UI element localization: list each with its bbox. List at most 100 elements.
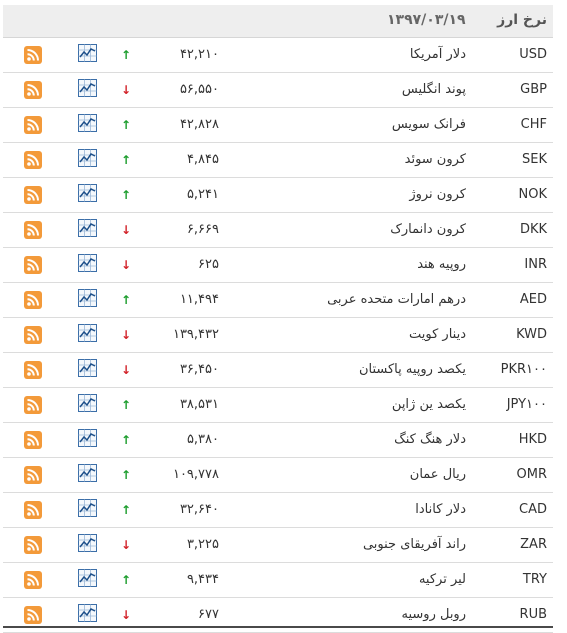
currency-price: ۳۶,۴۵۰ [179,362,219,377]
rss-icon[interactable] [24,291,42,309]
currency-price: ۳,۲۲۵ [186,537,219,552]
rates-list: USD دلار آمریکا ۴۲,۲۱۰ ↑ GBP پوند انگلیس… [3,38,553,633]
chart-icon[interactable] [78,324,97,342]
table-row: CAD دلار کانادا ۳۲,۶۴۰ ↑ [3,493,553,528]
chart-icon[interactable] [78,79,97,97]
currency-code: ZAR [520,537,547,552]
table-header: نرخ ارز ۱۳۹۷/۰۳/۱۹ [3,5,553,38]
currency-price: ۵۶,۵۵۰ [179,82,219,97]
table-row: TRY لیر ترکیه ۹,۴۳۴ ↑ [3,563,553,598]
currency-price: ۶۷۷ [198,607,219,622]
chart-icon[interactable] [78,359,97,377]
currency-code: GBP [520,82,547,97]
rss-icon[interactable] [24,151,42,169]
currency-name: فرانک سویس [391,117,466,132]
chart-icon[interactable] [78,149,97,167]
chart-icon[interactable] [78,219,97,237]
chart-icon[interactable] [78,604,97,622]
arrow-up-icon: ↑ [120,118,132,132]
table-row: GBP پوند انگلیس ۵۶,۵۵۰ ↓ [3,73,553,108]
currency-name: یکصد ین ژاپن [391,397,466,412]
table-row: PKR۱۰۰ یکصد روپیه پاکستان ۳۶,۴۵۰ ↓ [3,353,553,388]
table-title: نرخ ارز [497,12,547,28]
currency-name: دلار آمریکا [409,47,466,62]
chart-icon[interactable] [78,44,97,62]
chart-icon[interactable] [78,534,97,552]
chart-icon[interactable] [78,184,97,202]
currency-rates-table: نرخ ارز ۱۳۹۷/۰۳/۱۹ USD دلار آمریکا ۴۲,۲۱… [3,5,553,633]
currency-name: کرون نروژ [409,187,466,202]
chart-icon[interactable] [78,429,97,447]
currency-name: لیر ترکیه [418,572,466,587]
currency-price: ۹,۴۳۴ [186,572,219,587]
currency-price: ۴,۸۴۵ [186,152,219,167]
currency-name: دلار کانادا [415,502,466,517]
rss-icon[interactable] [24,431,42,449]
table-row: OMR ریال عمان ۱۰۹,۷۷۸ ↑ [3,458,553,493]
rss-icon[interactable] [24,466,42,484]
currency-price: ۱۱,۴۹۴ [179,292,219,307]
currency-price: ۱۰۹,۷۷۸ [172,467,219,482]
arrow-up-icon: ↑ [120,48,132,62]
chart-icon[interactable] [78,394,97,412]
arrow-down-icon: ↓ [120,258,132,272]
currency-name: روبل روسیه [401,607,467,622]
rss-icon[interactable] [24,571,42,589]
rss-icon[interactable] [24,361,42,379]
rss-icon[interactable] [24,116,42,134]
arrow-up-icon: ↑ [120,433,132,447]
table-row: DKK کرون دانمارک ۶,۶۶۹ ↓ [3,213,553,248]
chart-icon[interactable] [78,254,97,272]
arrow-up-icon: ↑ [120,503,132,517]
arrow-down-icon: ↓ [120,363,132,377]
currency-code: KWD [516,327,547,342]
arrow-down-icon: ↓ [120,83,132,97]
table-row: SEK کرون سوئد ۴,۸۴۵ ↑ [3,143,553,178]
chart-icon[interactable] [78,289,97,307]
rss-icon[interactable] [24,606,42,624]
arrow-up-icon: ↑ [120,468,132,482]
currency-name: یکصد روپیه پاکستان [358,362,466,377]
chart-icon[interactable] [78,114,97,132]
rss-icon[interactable] [24,81,42,99]
currency-name: دلار هنگ کنگ [394,432,466,447]
chart-icon[interactable] [78,499,97,517]
currency-code: INR [524,257,547,272]
currency-name: پوند انگلیس [401,82,466,97]
rss-icon[interactable] [24,186,42,204]
currency-code: AED [519,292,547,307]
currency-code: JPY۱۰۰ [506,397,547,412]
chart-icon[interactable] [78,569,97,587]
currency-price: ۳۸,۵۳۱ [179,397,219,412]
arrow-up-icon: ↑ [120,188,132,202]
rss-icon[interactable] [24,46,42,64]
table-row: NOK کرون نروژ ۵,۲۴۱ ↑ [3,178,553,213]
arrow-down-icon: ↓ [120,223,132,237]
table-row: INR روپیه هند ۶۲۵ ↓ [3,248,553,283]
currency-code: DKK [519,222,547,237]
rss-icon[interactable] [24,221,42,239]
currency-price: ۱۳۹,۴۳۲ [172,327,219,342]
table-row: ZAR راند آفریقای جنوبی ۳,۲۲۵ ↓ [3,528,553,563]
currency-price: ۵,۲۴۱ [186,187,219,202]
rss-icon[interactable] [24,536,42,554]
currency-price: ۳۲,۶۴۰ [179,502,219,517]
arrow-up-icon: ↑ [120,153,132,167]
currency-name: دینار کویت [409,327,466,342]
rss-icon[interactable] [24,256,42,274]
rss-icon[interactable] [24,501,42,519]
chart-icon[interactable] [78,464,97,482]
currency-code: CHF [520,117,547,132]
currency-price: ۵,۳۸۰ [186,432,219,447]
currency-price: ۴۲,۲۱۰ [179,47,219,62]
table-row: AED درهم امارات متحده عربی ۱۱,۴۹۴ ↑ [3,283,553,318]
rates-date: ۱۳۹۷/۰۳/۱۹ [387,12,466,28]
rss-icon[interactable] [24,326,42,344]
table-bottom-border [3,626,553,628]
arrow-down-icon: ↓ [120,328,132,342]
currency-name: کرون دانمارک [390,222,466,237]
table-row: KWD دینار کویت ۱۳۹,۴۳۲ ↓ [3,318,553,353]
rss-icon[interactable] [24,396,42,414]
arrow-up-icon: ↑ [120,573,132,587]
arrow-down-icon: ↓ [120,608,132,622]
